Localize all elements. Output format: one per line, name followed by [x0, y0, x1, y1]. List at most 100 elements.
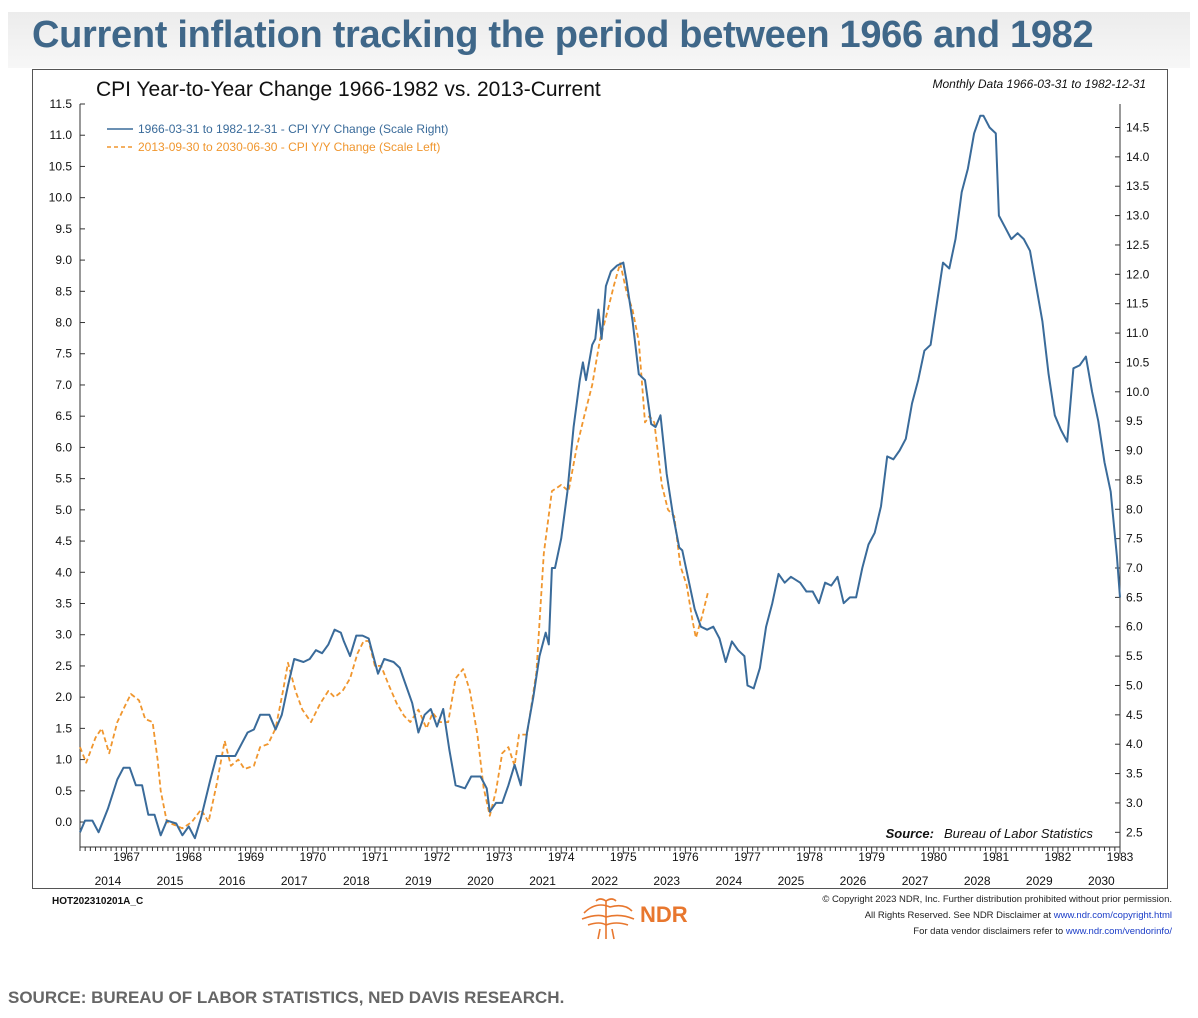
top-year-label: 1974 [548, 850, 575, 864]
bottom-year-label: 2022 [591, 874, 618, 888]
ndr-logo-text: NDR [640, 902, 688, 927]
left-tick-label: 10.0 [49, 191, 73, 205]
bottom-year-label: 2025 [778, 874, 805, 888]
left-tick-label: 10.5 [49, 159, 73, 173]
left-tick-label: 1.0 [55, 753, 72, 767]
chart-title: CPI Year-to-Year Change 1966-1982 vs. 20… [96, 78, 601, 101]
top-year-label: 1968 [175, 850, 202, 864]
right-tick-label: 11.0 [1126, 326, 1149, 340]
right-tick-label: 12.0 [1126, 267, 1150, 281]
copyright-block: © Copyright 2023 NDR, Inc. Further distr… [822, 892, 1172, 940]
left-tick-label: 8.0 [55, 316, 72, 330]
top-year-label: 1973 [486, 850, 513, 864]
right-tick-label: 7.5 [1126, 532, 1143, 546]
source-note: Source: Bureau of Labor Statistics [886, 826, 1094, 841]
bottom-year-label: 2014 [95, 874, 122, 888]
left-tick-label: 9.0 [55, 253, 72, 267]
ndr-bull-logo-icon [581, 898, 635, 940]
right-tick-label: 2.5 [1126, 825, 1143, 839]
chart-frame [32, 69, 1168, 889]
left-tick-label: 2.5 [55, 659, 72, 673]
copyright-line-2-text: All Rights Reserved. See NDR Disclaimer … [864, 910, 1054, 921]
right-tick-label: 8.5 [1126, 473, 1143, 487]
top-year-label: 1983 [1107, 850, 1134, 864]
copyright-line-1: © Copyright 2023 NDR, Inc. Further distr… [822, 894, 1172, 905]
left-tick-label: 3.0 [55, 628, 72, 642]
right-tick-label: 8.0 [1126, 502, 1143, 516]
bottom-year-label: 2024 [715, 874, 742, 888]
left-tick-label: 7.5 [55, 347, 72, 361]
source-caption: SOURCE: BUREAU OF LABOR STATISTICS, NED … [8, 988, 565, 1007]
top-year-label: 1967 [113, 850, 140, 864]
legend-label-2013-series: 2013-09-30 to 2030-06-30 - CPI Y/Y Chang… [138, 140, 440, 154]
right-tick-label: 3.5 [1126, 767, 1143, 781]
headline-banner [8, 12, 1190, 68]
right-tick-label: 9.0 [1126, 444, 1143, 458]
left-tick-label: 9.5 [55, 222, 72, 236]
vendor-info-link[interactable]: www.ndr.com/vendorinfo/ [1065, 926, 1172, 937]
bottom-year-label: 2029 [1026, 874, 1053, 888]
right-tick-label: 13.0 [1126, 209, 1150, 223]
bottom-year-label: 2015 [157, 874, 184, 888]
left-tick-label: 0.5 [55, 784, 72, 798]
legend-label-1966-series: 1966-03-31 to 1982-12-31 - CPI Y/Y Chang… [138, 122, 448, 136]
left-tick-label: 6.0 [55, 440, 72, 454]
right-tick-label: 3.0 [1126, 796, 1143, 810]
bottom-year-label: 2017 [281, 874, 308, 888]
source-label: Source: [886, 826, 934, 841]
left-tick-label: 3.5 [55, 596, 72, 610]
bottom-year-label: 2028 [964, 874, 991, 888]
left-tick-label: 4.5 [55, 534, 72, 548]
right-tick-label: 4.0 [1126, 737, 1143, 751]
top-year-label: 1982 [1045, 850, 1072, 864]
bottom-year-label: 2027 [902, 874, 929, 888]
bottom-year-label: 2030 [1088, 874, 1115, 888]
left-tick-label: 4.0 [55, 565, 72, 579]
series-line-1966-1982 [79, 114, 1121, 840]
source-text: Bureau of Labor Statistics [944, 826, 1093, 841]
series-line-2013-current [79, 262, 710, 830]
top-year-label: 1972 [424, 850, 451, 864]
right-tick-label: 4.5 [1126, 708, 1143, 722]
left-tick-label: 5.5 [55, 472, 72, 486]
bottom-year-label: 2019 [405, 874, 432, 888]
top-year-label: 1976 [672, 850, 699, 864]
bottom-year-label: 2016 [219, 874, 246, 888]
left-tick-label: 5.0 [55, 503, 72, 517]
right-tick-label: 10.0 [1126, 385, 1150, 399]
top-year-label: 1981 [982, 850, 1009, 864]
right-tick-label: 6.5 [1126, 590, 1143, 604]
right-tick-label: 14.5 [1126, 120, 1150, 134]
right-tick-label: 13.5 [1126, 179, 1150, 193]
top-year-label: 1971 [362, 850, 389, 864]
copyright-line-3-text: For data vendor disclaimers refer to [913, 926, 1066, 937]
right-tick-label: 5.5 [1126, 649, 1143, 663]
bottom-year-label: 2018 [343, 874, 370, 888]
copyright-line-2: All Rights Reserved. See NDR Disclaimer … [822, 908, 1172, 924]
right-tick-label: 14.0 [1126, 150, 1150, 164]
left-tick-label: 2.0 [55, 690, 72, 704]
left-tick-label: 7.0 [55, 378, 72, 392]
left-tick-label: 0.0 [55, 815, 72, 829]
bottom-year-label: 2020 [467, 874, 494, 888]
top-year-label: 1977 [734, 850, 761, 864]
right-tick-label: 9.5 [1126, 414, 1143, 428]
left-tick-label: 1.5 [55, 721, 72, 735]
series-layer [79, 114, 1121, 840]
copyright-link[interactable]: www.ndr.com/copyright.html [1053, 910, 1172, 921]
left-tick-label: 11.5 [50, 97, 73, 111]
left-tick-label: 6.5 [55, 409, 72, 423]
left-tick-label: 11.0 [50, 128, 73, 142]
top-year-label: 1978 [796, 850, 823, 864]
axes: 0.0 0.5 1.0 1.5 2.0 2.5 3.0 3.5 4.0 4.5 5.0 5.5 6.0 6… [49, 97, 1150, 888]
bottom-year-label: 2026 [840, 874, 867, 888]
top-year-label: 1975 [610, 850, 637, 864]
right-tick-label: 5.0 [1126, 678, 1143, 692]
right-tick-label: 12.5 [1126, 238, 1150, 252]
cpi-line-chart: CPI Year-to-Year Change 1966-1982 vs. 20… [49, 77, 1150, 888]
top-year-label: 1970 [299, 850, 326, 864]
page-headline: Current inflation tracking the period be… [32, 14, 1094, 56]
right-tick-label: 10.5 [1126, 355, 1150, 369]
right-tick-label: 6.0 [1126, 620, 1143, 634]
bottom-year-label: 2023 [653, 874, 680, 888]
